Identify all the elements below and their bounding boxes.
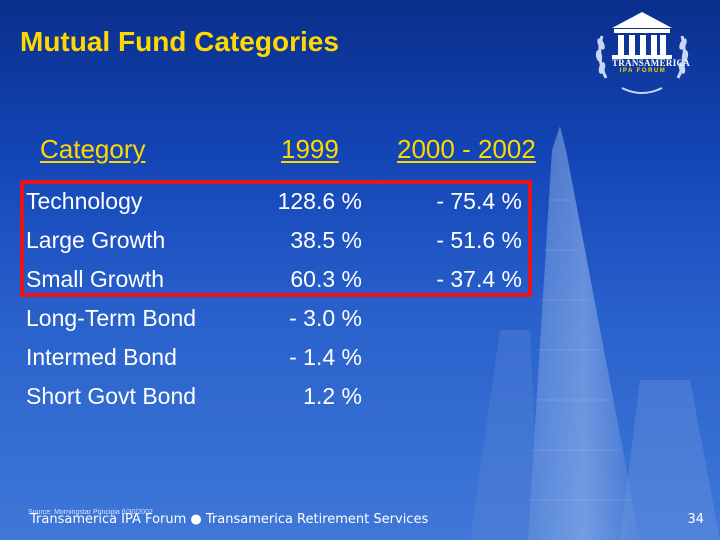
return-1999-cell: 38.5 % bbox=[290, 227, 362, 253]
table-row: Short Govt Bond 1.2 % bbox=[0, 383, 720, 421]
return-1999-cell: - 1.4 % bbox=[289, 344, 362, 370]
logo-name: TRANSAMERICA bbox=[612, 58, 691, 68]
logo-subtitle: IPA FORUM bbox=[619, 68, 667, 74]
table-row: Technology 128.6 % - 75.4 % bbox=[0, 188, 720, 226]
source-note: Source: Morningstar Principia 6/30/2002 bbox=[28, 509, 153, 516]
table-row: Small Growth 60.3 % - 37.4 % bbox=[0, 266, 720, 304]
column-header-category: Category bbox=[40, 134, 146, 164]
table-row: Large Growth 38.5 % - 51.6 % bbox=[0, 227, 720, 265]
category-cell: Short Govt Bond bbox=[26, 383, 197, 409]
table-row: Intermed Bond - 1.4 % bbox=[0, 344, 720, 382]
return-1999-cell: 1.2 % bbox=[303, 383, 362, 409]
category-cell: Long-Term Bond bbox=[26, 305, 197, 331]
category-cell: Small Growth bbox=[26, 266, 165, 292]
table-row: Long-Term Bond - 3.0 % bbox=[0, 305, 720, 343]
return-2000-2002-cell: - 51.6 % bbox=[436, 227, 522, 253]
return-2000-2002-cell: - 37.4 % bbox=[436, 266, 522, 292]
return-1999-cell: 60.3 % bbox=[290, 266, 362, 292]
page-number: 34 bbox=[687, 512, 704, 527]
slide-title: Mutual Fund Categories bbox=[20, 26, 339, 57]
column-header-1999: 1999 bbox=[281, 134, 339, 164]
return-1999-cell: 128.6 % bbox=[277, 188, 362, 214]
highlight-box bbox=[20, 180, 532, 297]
category-cell: Intermed Bond bbox=[26, 344, 177, 370]
category-cell: Large Growth bbox=[26, 227, 166, 253]
return-2000-2002-cell: - 75.4 % bbox=[436, 188, 522, 214]
column-header-2000-2002: 2000 - 2002 bbox=[397, 134, 536, 164]
footer-text: Transamerica IPA Forum ● Transamerica Re… bbox=[30, 512, 429, 527]
category-cell: Technology bbox=[26, 188, 143, 214]
return-1999-cell: - 3.0 % bbox=[289, 305, 362, 331]
temple-laurel-logo-icon bbox=[595, 12, 689, 94]
